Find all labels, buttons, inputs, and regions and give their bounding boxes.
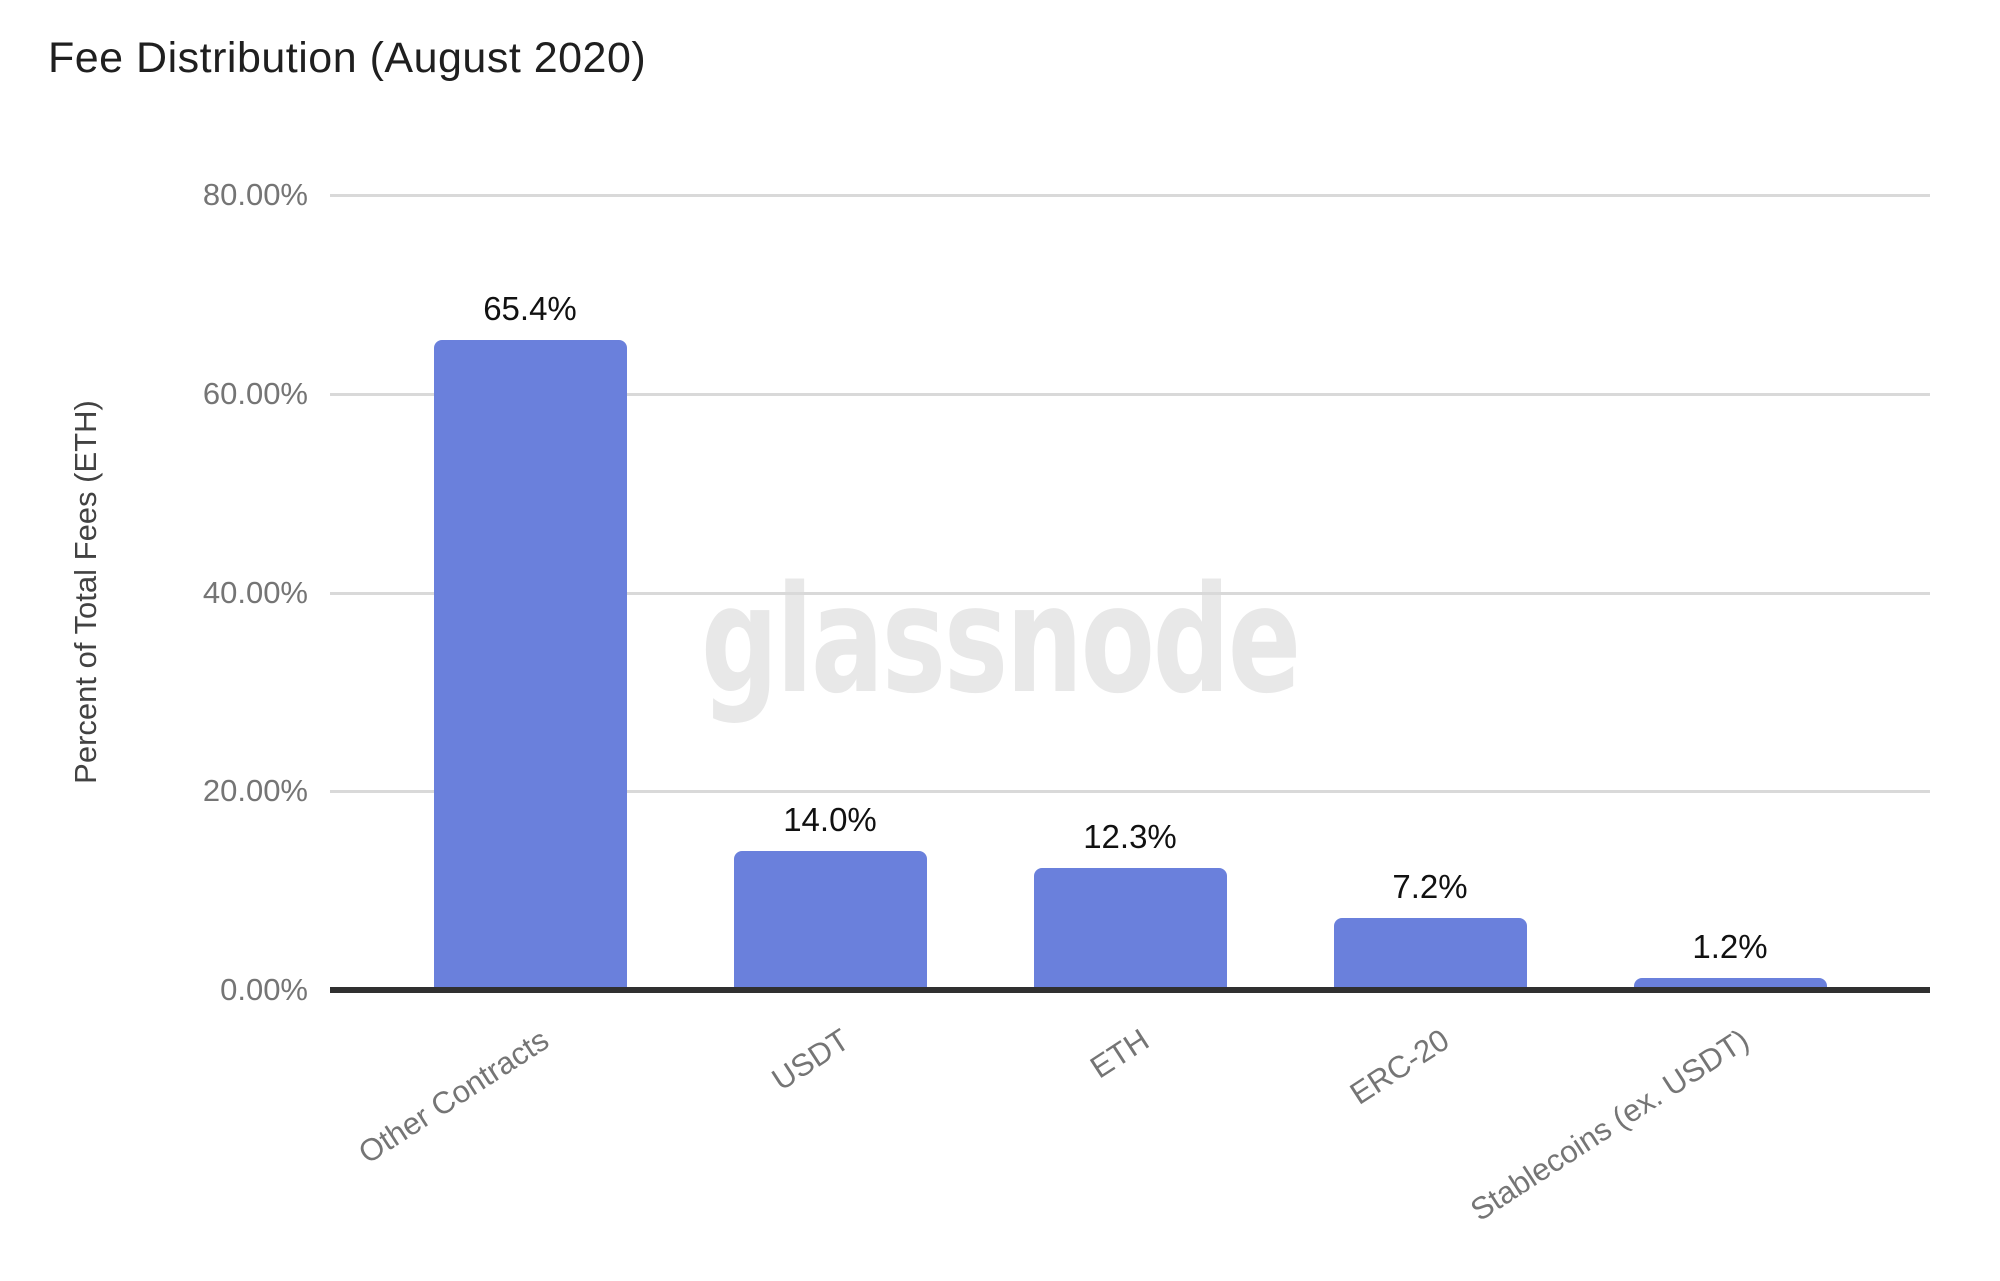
x-tick-label: USDT [765,1022,856,1098]
bar-usdt [733,850,927,990]
bar-slot: 65.4% [380,195,680,990]
plot-area: 65.4% 14.0% 12.3% 7.2% 1.2% [330,194,1930,993]
bar-slot: 12.3% [980,195,1280,990]
bar-stablecoins-ex-usdt [1633,978,1827,990]
chart-title: Fee Distribution (August 2020) [48,34,647,82]
y-tick-label: 60.00% [202,375,308,411]
y-axis-title: Percent of Total Fees (ETH) [68,400,103,784]
bar-slot: 1.2% [1580,195,1880,990]
x-tick-label: ETH [1084,1022,1156,1086]
x-axis-line [330,987,1930,993]
y-tick-label: 0.00% [220,972,308,1007]
gridline-20 [330,790,1930,794]
gridline-80 [330,194,1930,197]
bar-value-label: 1.2% [1692,928,1768,966]
bar-slot: 7.2% [1280,195,1580,990]
y-tick-label: 40.00% [202,574,308,610]
bar-eth [1033,867,1227,990]
bar-value-label: 7.2% [1392,868,1468,906]
bars-row: 65.4% 14.0% 12.3% 7.2% 1.2% [330,195,1930,990]
gridline-60 [330,392,1930,396]
y-tick-label: 80.00% [202,177,308,212]
x-tick-label: Stablecoins (ex. USDT) [1464,1022,1756,1228]
gridline-40 [330,591,1930,595]
bar-erc-20 [1333,918,1527,990]
bar-slot: 14.0% [680,195,980,990]
x-tick-label: Other Contracts [352,1022,556,1171]
glassnode-watermark: glassnode [701,554,1301,726]
y-tick-label: 20.00% [202,773,308,809]
x-tick-label: ERC-20 [1343,1022,1456,1112]
bar-value-label: 65.4% [483,290,577,328]
bar-other-contracts [433,340,627,990]
bar-value-label: 12.3% [1083,817,1177,855]
bar-value-label: 14.0% [783,800,877,838]
